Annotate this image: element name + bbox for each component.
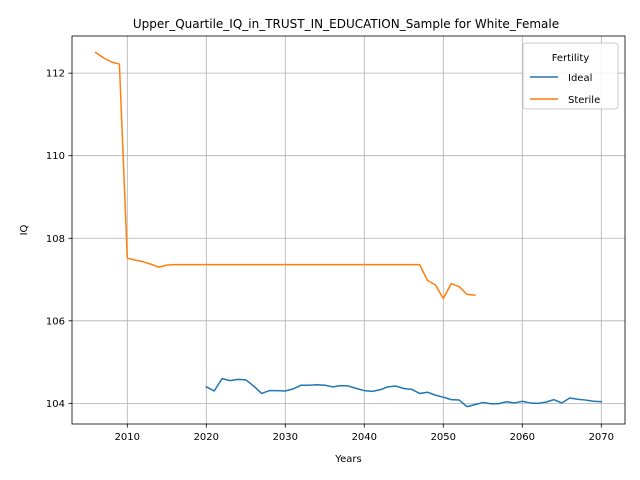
series-line-sterile xyxy=(94,51,476,300)
plot-frame xyxy=(71,35,626,425)
series-lines xyxy=(94,51,603,408)
series-line-ideal xyxy=(205,377,603,408)
chart-title: Upper_Quartile_IQ_in_TRUST_IN_EDUCATION_… xyxy=(133,17,559,31)
x-axis-label: Years xyxy=(334,454,361,465)
x-tick-label: 2070 xyxy=(589,432,614,443)
legend-label-sterile: Sterile xyxy=(568,95,600,106)
legend-box xyxy=(522,42,619,110)
grid xyxy=(72,36,625,424)
x-tick-label: 2010 xyxy=(115,432,140,443)
x-tick-label: 2040 xyxy=(352,432,377,443)
legend: Fertility Ideal Sterile xyxy=(522,42,619,110)
x-tick-label: 2060 xyxy=(510,432,535,443)
axis-ticks: 2010 2020 2030 2040 2050 2060 2070 104 106 108 110… xyxy=(46,69,614,443)
legend-title: Fertility xyxy=(552,53,590,64)
y-tick-label: 112 xyxy=(46,69,65,80)
y-tick-label: 106 xyxy=(46,316,65,327)
x-tick-label: 2030 xyxy=(273,432,298,443)
x-tick-label: 2020 xyxy=(194,432,219,443)
x-tick-label: 2050 xyxy=(431,432,456,443)
y-tick-label: 104 xyxy=(46,399,65,410)
y-axis-label: IQ xyxy=(19,224,30,235)
y-tick-label: 108 xyxy=(46,234,65,245)
legend-label-ideal: Ideal xyxy=(568,73,592,84)
y-tick-label: 110 xyxy=(46,151,65,162)
